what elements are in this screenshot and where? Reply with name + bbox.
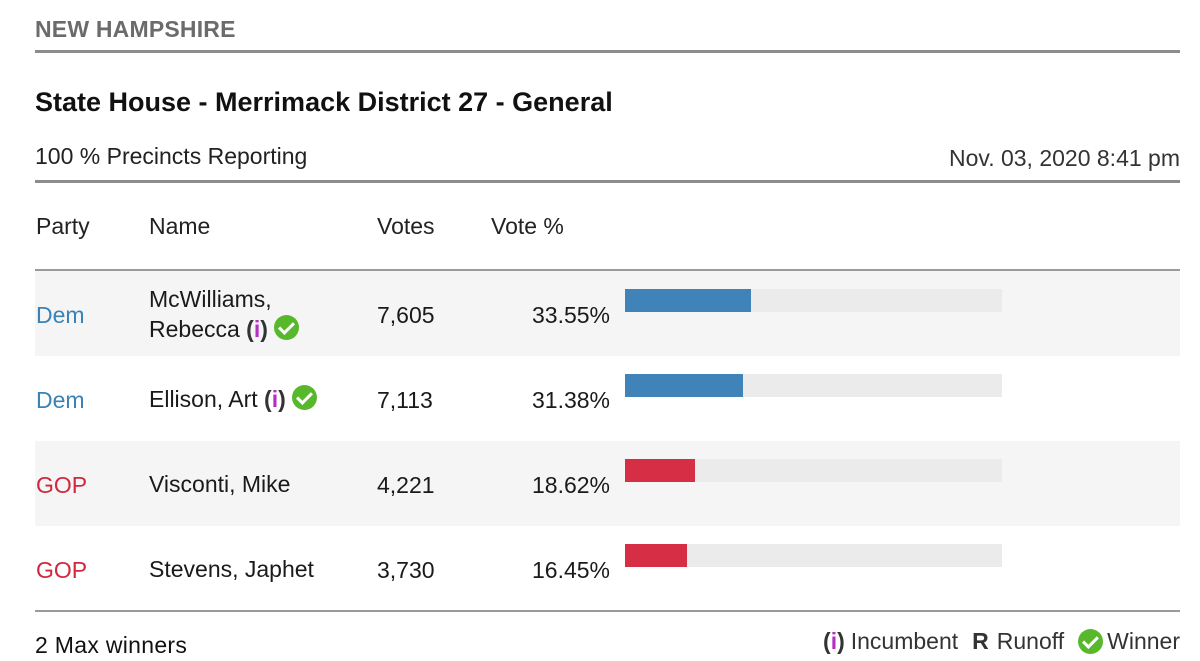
- header-divider: [35, 180, 1180, 183]
- party-label: Dem: [36, 387, 85, 413]
- vote-count: 7,605: [377, 302, 435, 328]
- vote-bar-track: [625, 374, 1002, 397]
- footer-divider: [35, 610, 1180, 612]
- legend-runoff: R Runoff: [972, 628, 1064, 655]
- candidate-name-line1: Ellison, Art: [149, 386, 258, 412]
- column-header-name: Name: [149, 213, 211, 239]
- candidate-row: Dem Ellison, Art (i) 7,113 31.38%: [35, 356, 1180, 441]
- precincts-reporting: 100 % Precincts Reporting: [35, 143, 308, 169]
- column-header-votes: Votes: [377, 213, 435, 239]
- incumbent-legend-icon: (i): [823, 628, 845, 654]
- candidate-name-line2: Rebecca: [149, 316, 240, 342]
- vote-percent: 33.55%: [531, 302, 610, 328]
- candidate-row: Dem McWilliams, Rebecca (i) 7,605 33.55%: [35, 271, 1180, 356]
- incumbent-marker: (i): [264, 386, 286, 412]
- candidate-name: McWilliams, Rebecca (i): [149, 284, 299, 344]
- column-header-party: Party: [36, 213, 90, 239]
- candidate-name: Visconti, Mike: [149, 471, 291, 497]
- vote-bar-fill: [625, 459, 695, 482]
- legend: (i) Incumbent R Runoff Winner: [809, 628, 1180, 655]
- vote-count: 3,730: [377, 557, 435, 583]
- party-label: GOP: [36, 472, 88, 498]
- legend-winner-label: Winner: [1107, 628, 1180, 654]
- runoff-legend-icon: R: [972, 628, 989, 654]
- vote-bar-fill: [625, 289, 751, 312]
- winner-legend-check-icon: [1078, 629, 1104, 654]
- party-label: Dem: [36, 302, 85, 328]
- vote-bar-track: [625, 289, 1002, 312]
- candidate-row: GOP Visconti, Mike 4,221 18.62%: [35, 441, 1180, 526]
- incumbent-marker: (i): [246, 316, 268, 342]
- candidate-row: GOP Stevens, Japhet 3,730 16.45%: [35, 526, 1180, 611]
- column-header-divider: [35, 269, 1180, 271]
- party-label: GOP: [36, 557, 88, 583]
- legend-runoff-label: Runoff: [996, 628, 1065, 654]
- vote-percent: 31.38%: [531, 387, 610, 413]
- vote-bar-fill: [625, 544, 687, 567]
- vote-percent: 18.62%: [531, 472, 610, 498]
- vote-count: 4,221: [377, 472, 435, 498]
- candidate-name-line1: McWilliams,: [149, 286, 272, 312]
- results-timestamp: Nov. 03, 2020 8:41 pm: [949, 145, 1180, 171]
- vote-percent: 16.45%: [531, 557, 610, 583]
- column-header-vote-pct: Vote %: [491, 213, 564, 239]
- vote-bar-track: [625, 544, 1002, 567]
- state-header: NEW HAMPSHIRE: [35, 16, 236, 42]
- legend-incumbent-label: Incumbent: [850, 628, 959, 654]
- max-winners-note: 2 Max winners: [35, 632, 188, 658]
- candidate-name: Stevens, Japhet: [149, 556, 314, 582]
- legend-incumbent: (i) Incumbent: [823, 628, 958, 655]
- vote-bar-fill: [625, 374, 743, 397]
- candidate-name: Ellison, Art (i): [149, 384, 317, 414]
- vote-bar-track: [625, 459, 1002, 482]
- winner-check-icon: [273, 315, 299, 340]
- legend-winner: Winner: [1078, 628, 1180, 655]
- state-header-divider: [35, 50, 1180, 53]
- winner-check-icon: [291, 385, 317, 410]
- race-title: State House - Merrimack District 27 - Ge…: [35, 87, 613, 117]
- vote-count: 7,113: [377, 387, 433, 413]
